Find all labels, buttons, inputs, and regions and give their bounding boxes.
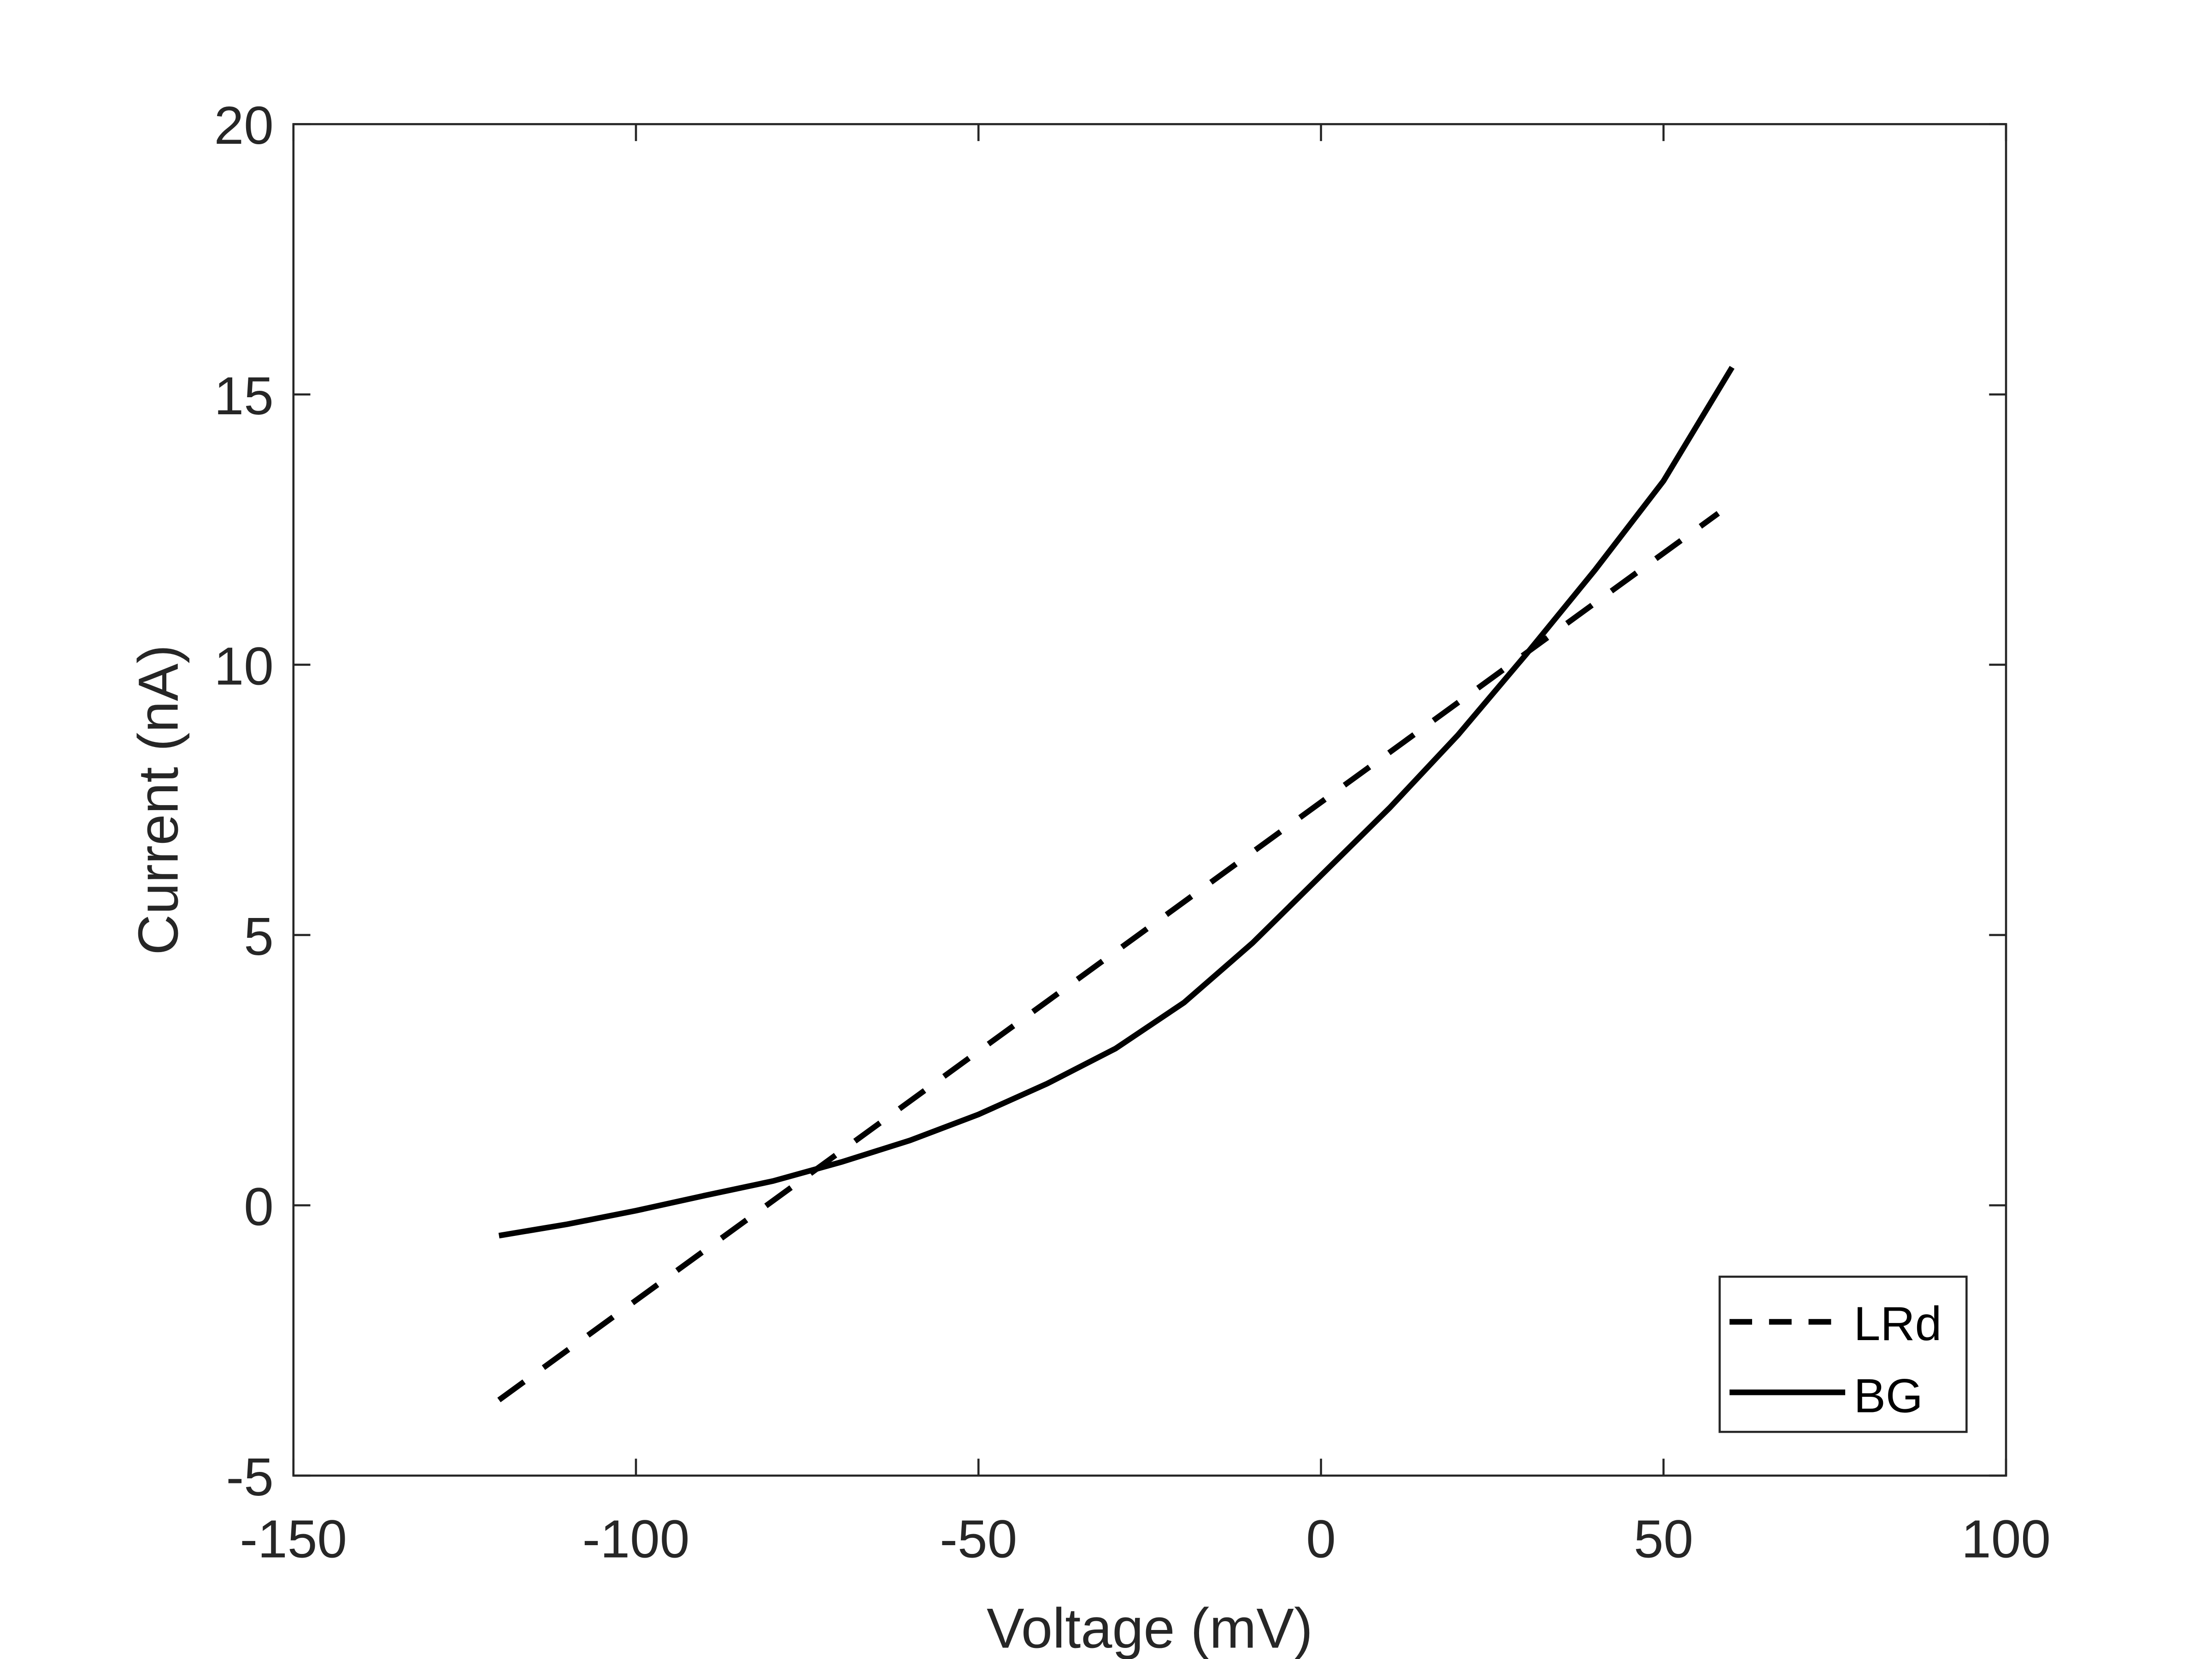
axes-box [292, 123, 2007, 1477]
x-tick-label: -100 [582, 1509, 690, 1569]
y-axis-label: Current (nA) [127, 645, 190, 955]
x-axis-label: Voltage (mV) [987, 1597, 1313, 1659]
legend-label-lrd: LRd [1853, 1297, 1941, 1351]
y-tick-label: 10 [214, 636, 274, 696]
series-line-bg [498, 365, 1735, 1239]
x-tick-label: 50 [1634, 1509, 1693, 1569]
x-tick-label: 0 [1306, 1509, 1336, 1569]
legend-label-bg: BG [1853, 1369, 1923, 1423]
y-tick-label: 5 [244, 906, 274, 966]
y-tick-label: 20 [214, 95, 274, 155]
x-tick-label: -150 [240, 1509, 347, 1569]
y-tick-label: -5 [226, 1447, 273, 1507]
y-tick-label: 15 [214, 366, 274, 426]
x-tick-label: -50 [940, 1509, 1017, 1569]
y-tick-label: 0 [244, 1177, 274, 1236]
legend: LRd BG [1718, 1276, 1968, 1433]
legend-box [1718, 1276, 1968, 1433]
x-tick-label: 100 [1961, 1509, 2051, 1569]
